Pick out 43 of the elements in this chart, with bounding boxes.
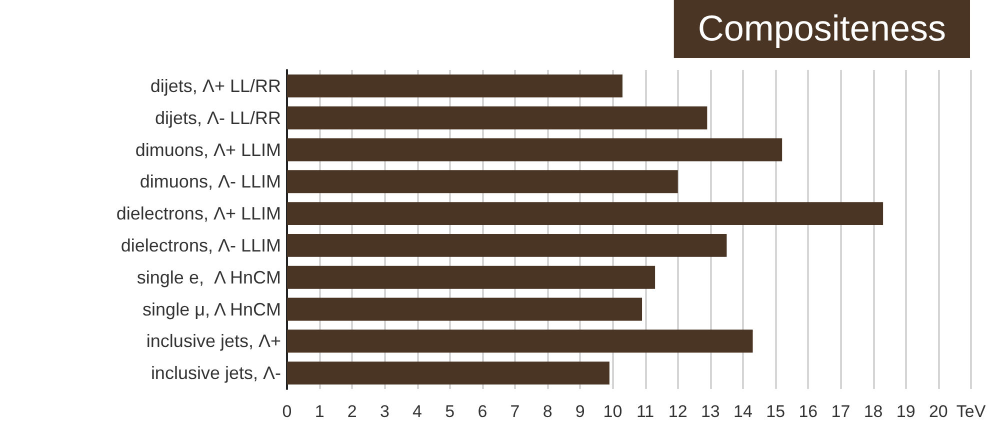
y-tick-label: inclusive jets, Λ- [150,363,282,384]
x-tick-label: 9 [575,402,585,421]
y-tick-label: dimuons, Λ+ LLIM [135,140,281,160]
x-tick-label: 15 [766,402,786,421]
x-tick-label: 19 [896,402,916,421]
bar [287,330,753,353]
bar [287,202,884,226]
x-tick-label: 4 [412,402,422,421]
y-tick-label: single μ, Λ HnCM [142,299,281,320]
y-tick-label: dijets, Λ- LL/RR [154,108,281,128]
x-tick-label: 11 [636,402,654,421]
x-tick-label: 16 [798,402,818,421]
y-tick-label: dielectrons, Λ- LLIM [120,235,281,256]
y-tick-label: dimuons, Λ- LLIM [140,172,281,192]
bar [287,234,727,257]
x-tick-label: 17 [831,402,850,421]
x-tick-label: 10 [603,402,622,421]
x-tick-label: 20 [928,402,948,421]
bar [287,170,678,194]
bar [287,298,642,321]
bar [287,362,610,385]
bar [287,138,782,162]
x-tick-label: 7 [510,402,520,421]
x-tick-label: 5 [445,402,455,421]
x-tick-label: 8 [542,402,552,421]
y-tick-label: dijets, Λ+ LL/RR [150,76,281,96]
x-tick-label: 12 [668,402,688,421]
y-tick-label: inclusive jets, Λ+ [146,331,281,352]
x-tick-label: 18 [864,402,883,421]
x-tick-label: TeV [956,402,986,421]
y-tick-label: dielectrons, Λ+ LLIM [116,204,281,224]
bar [287,266,656,289]
bar [287,74,622,98]
x-tick-label: 0 [282,402,292,421]
x-tick-label: 13 [700,402,720,421]
x-tick-label: 6 [478,402,488,421]
x-tick-label: 14 [734,402,752,421]
bar [287,106,708,130]
x-tick-label: 3 [380,402,390,421]
x-tick-label: 2 [347,402,357,421]
y-tick-label: single e, Λ HnCM [136,267,281,288]
chart-title: Compositeness [698,8,946,48]
x-tick-label: 1 [314,402,324,421]
